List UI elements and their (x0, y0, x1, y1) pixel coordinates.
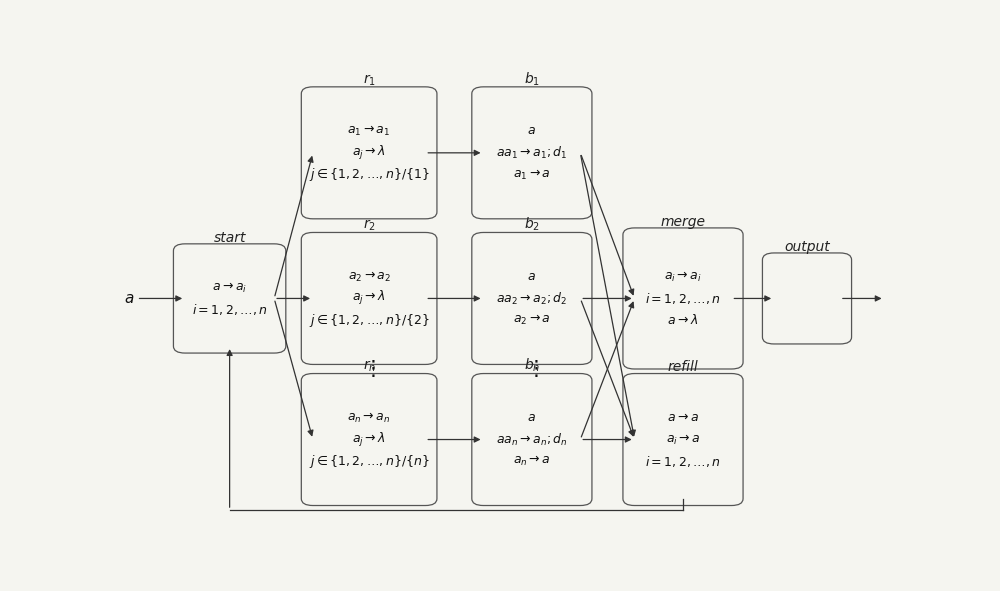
Text: $aa_n \rightarrow a_n; d_n$: $aa_n \rightarrow a_n; d_n$ (496, 431, 568, 447)
Text: $a_n \rightarrow a$: $a_n \rightarrow a$ (513, 454, 551, 469)
Text: $b_2$: $b_2$ (524, 216, 540, 233)
FancyBboxPatch shape (301, 374, 437, 505)
FancyBboxPatch shape (762, 253, 852, 344)
Text: refill: refill (668, 361, 698, 375)
Text: $a_i \rightarrow a$: $a_i \rightarrow a$ (666, 433, 700, 447)
Text: $a$: $a$ (124, 291, 134, 306)
FancyBboxPatch shape (301, 87, 437, 219)
FancyBboxPatch shape (472, 87, 592, 219)
Text: $r_2$: $r_2$ (363, 218, 376, 233)
Text: $aa_1 \rightarrow a_1; d_1$: $aa_1 \rightarrow a_1; d_1$ (496, 145, 568, 161)
Text: $a_n \rightarrow a_n$: $a_n \rightarrow a_n$ (347, 411, 391, 425)
Text: $j \in \{1,2,\ldots,n\}/\{n\}$: $j \in \{1,2,\ldots,n\}/\{n\}$ (309, 453, 429, 470)
FancyBboxPatch shape (623, 228, 743, 369)
Text: output: output (784, 240, 830, 254)
Text: $a$: $a$ (527, 125, 536, 138)
Text: $\vdots$: $\vdots$ (525, 359, 539, 379)
Text: $j \in \{1,2,\ldots,n\}/\{2\}$: $j \in \{1,2,\ldots,n\}/\{2\}$ (309, 312, 429, 329)
Text: $a$: $a$ (527, 411, 536, 424)
Text: merge: merge (660, 215, 706, 229)
Text: $a \rightarrow a$: $a \rightarrow a$ (667, 411, 699, 424)
FancyBboxPatch shape (173, 244, 286, 353)
FancyBboxPatch shape (301, 232, 437, 365)
Text: $b_n$: $b_n$ (524, 357, 540, 375)
Text: $a$: $a$ (527, 270, 536, 283)
Text: $i = 1,2,\ldots,n$: $i = 1,2,\ldots,n$ (645, 291, 721, 306)
Text: $a \rightarrow \lambda$: $a \rightarrow \lambda$ (667, 313, 699, 327)
FancyBboxPatch shape (472, 374, 592, 505)
Text: $a_j \rightarrow \lambda$: $a_j \rightarrow \lambda$ (352, 430, 386, 449)
Text: $a_j \rightarrow \lambda$: $a_j \rightarrow \lambda$ (352, 290, 386, 307)
Text: $r_1$: $r_1$ (363, 72, 376, 87)
Text: $a_i \rightarrow a_i$: $a_i \rightarrow a_i$ (664, 269, 702, 284)
Text: $i = 1,2,\ldots,n$: $i = 1,2,\ldots,n$ (192, 302, 267, 317)
Text: $\vdots$: $\vdots$ (362, 359, 376, 379)
FancyBboxPatch shape (623, 374, 743, 505)
Text: $i = 1,2,\ldots,n$: $i = 1,2,\ldots,n$ (645, 454, 721, 469)
Text: $b_1$: $b_1$ (524, 70, 540, 87)
Text: $a \rightarrow a_i$: $a \rightarrow a_i$ (212, 281, 247, 294)
Text: $a_2 \rightarrow a$: $a_2 \rightarrow a$ (513, 313, 551, 327)
Text: $a_2 \rightarrow a_2$: $a_2 \rightarrow a_2$ (348, 269, 391, 284)
Text: start: start (213, 230, 246, 245)
Text: $a_j \rightarrow \lambda$: $a_j \rightarrow \lambda$ (352, 144, 386, 162)
Text: $j \in \{1,2,\ldots,n\}/\{1\}$: $j \in \{1,2,\ldots,n\}/\{1\}$ (309, 166, 429, 183)
Text: $r_n$: $r_n$ (363, 359, 376, 375)
Text: $a_1 \rightarrow a$: $a_1 \rightarrow a$ (513, 168, 551, 181)
FancyBboxPatch shape (472, 232, 592, 365)
Text: $a_1 \rightarrow a_1$: $a_1 \rightarrow a_1$ (347, 124, 391, 138)
Text: $aa_2 \rightarrow a_2; d_2$: $aa_2 \rightarrow a_2; d_2$ (496, 290, 568, 307)
